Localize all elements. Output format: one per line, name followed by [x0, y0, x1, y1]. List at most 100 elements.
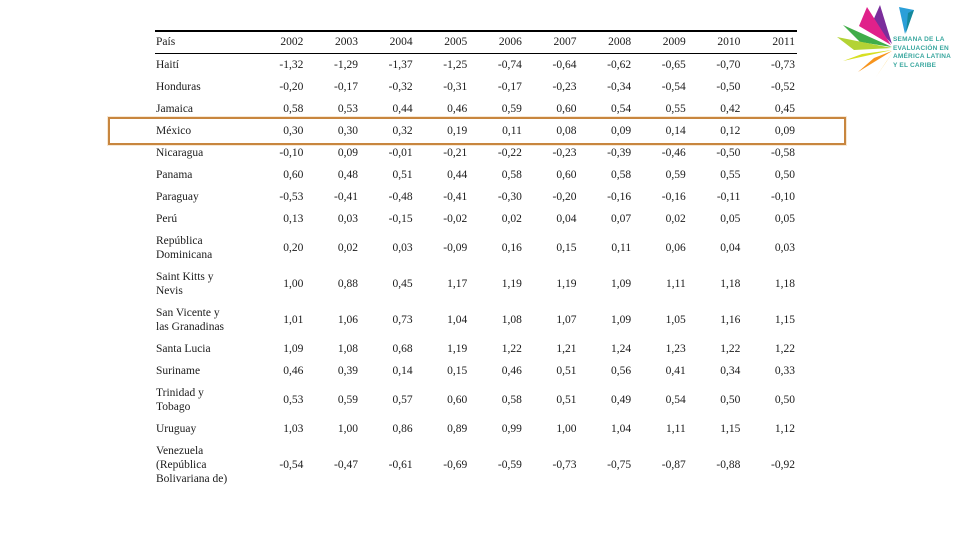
value-cell: -0,64 — [552, 59, 577, 71]
country-cell: San Vicente y las Granadinas — [156, 307, 225, 333]
logo-pinwheel-icon — [837, 5, 914, 77]
table-row: República Dominicana 0,20 0,02 0,03 -0,09 0,1… — [155, 230, 797, 266]
value-cell: 0,60 — [556, 103, 577, 115]
value-cell: 1,00 — [283, 278, 304, 290]
table-row: Panama 0,60 0,48 0,51 0,44 0,58 0,60 0,58 0,59 0,… — [155, 164, 797, 186]
value-cell: -0,88 — [716, 459, 741, 471]
value-cell: -1,37 — [388, 59, 413, 71]
value-cell: 0,34 — [720, 365, 741, 377]
value-cell: -0,21 — [443, 147, 468, 159]
column-header-year: 2007 — [523, 30, 579, 54]
value-cell: 1,09 — [610, 278, 632, 290]
table-row: Haití -1,32 -1,29 -1,37 -1,25 -0,74 -0,64 -0,62… — [155, 54, 797, 77]
value-cell: -0,16 — [661, 191, 686, 203]
value-cell: 0,16 — [501, 242, 522, 254]
value-cell: 0,56 — [610, 365, 632, 377]
value-cell: 1,08 — [501, 314, 522, 326]
value-cell: -0,70 — [716, 59, 741, 71]
column-header-year: 2009 — [633, 30, 688, 54]
value-cell: 1,18 — [720, 278, 741, 290]
value-cell: -0,10 — [279, 147, 304, 159]
value-cell: -0,31 — [443, 81, 468, 93]
table-row: Uruguay 1,03 1,00 0,86 0,89 0,99 1,00 1,04 1,11 1… — [155, 418, 797, 440]
column-header-year: 2005 — [414, 30, 470, 54]
value-cell: 1,16 — [720, 314, 741, 326]
table-row: Perú 0,13 0,03 -0,15 -0,02 0,02 0,04 0,07 0,02 0,… — [155, 208, 797, 230]
value-cell: 1,07 — [556, 314, 577, 326]
country-cell: Trinidad y Tobago — [156, 387, 204, 413]
value-cell: -0,01 — [388, 147, 413, 159]
value-cell: 0,73 — [392, 314, 413, 326]
value-cell: 0,09 — [774, 125, 795, 137]
value-cell: 0,46 — [447, 103, 468, 115]
value-cell: 0,05 — [720, 213, 741, 225]
value-cell: 0,51 — [556, 365, 577, 377]
value-cell: 0,30 — [337, 125, 358, 137]
value-cell: 1,19 — [501, 278, 522, 290]
value-cell: 0,07 — [610, 213, 632, 225]
value-cell: 0,08 — [556, 125, 577, 137]
value-cell: 0,50 — [720, 394, 741, 406]
value-cell: 0,50 — [774, 394, 795, 406]
value-cell: 0,13 — [283, 213, 304, 225]
table-row: Nicaragua -0,10 0,09 -0,01 -0,21 -0,22 -0,23 -0… — [155, 142, 797, 164]
value-cell: 0,30 — [283, 125, 304, 137]
value-cell: 1,22 — [774, 343, 795, 355]
value-cell: -0,73 — [552, 459, 577, 471]
value-cell: 0,49 — [610, 394, 632, 406]
value-cell: -0,23 — [552, 81, 577, 93]
column-header-country: País — [155, 30, 238, 54]
value-cell: 1,09 — [610, 314, 632, 326]
value-cell: 1,04 — [610, 423, 632, 435]
value-cell: 0,03 — [392, 242, 413, 254]
country-year-table: País 2002 2003 2004 2005 2006 2007 2008 2009 201… — [155, 30, 797, 490]
value-cell: -0,20 — [552, 191, 577, 203]
value-cell: -0,30 — [497, 191, 522, 203]
logo-text-line: Y EL CARIBE — [893, 61, 937, 69]
value-cell: 1,11 — [666, 423, 686, 435]
value-cell: 0,53 — [283, 394, 304, 406]
value-cell: 0,02 — [337, 242, 358, 254]
value-cell: 1,03 — [283, 423, 304, 435]
value-cell: 0,20 — [283, 242, 304, 254]
logo-text-line: SEMANA DE LA — [893, 36, 945, 43]
value-cell: 0,44 — [447, 169, 468, 181]
value-cell: -1,32 — [279, 59, 304, 71]
column-header-year: 2008 — [578, 30, 634, 54]
value-cell: 0,33 — [774, 365, 795, 377]
value-cell: 0,60 — [556, 169, 577, 181]
table-row: Paraguay -0,53 -0,41 -0,48 -0,41 -0,30 -0,20 -0… — [155, 186, 797, 208]
value-cell: 0,46 — [501, 365, 522, 377]
value-cell: -0,23 — [552, 147, 577, 159]
value-cell: -0,41 — [334, 191, 358, 203]
value-cell: 0,15 — [556, 242, 577, 254]
value-cell: 0,53 — [337, 103, 358, 115]
value-cell: 0,14 — [392, 365, 413, 377]
value-cell: 0,58 — [610, 169, 632, 181]
value-cell: -0,74 — [497, 59, 522, 71]
table-row: San Vicente y las Granadinas 1,01 1,06 0,73… — [155, 302, 797, 338]
header-row: País 2002 2003 2004 2005 2006 2007 2008 2009 201… — [155, 30, 797, 54]
value-cell: 1,12 — [774, 423, 795, 435]
value-cell: -0,54 — [661, 81, 686, 93]
value-cell: 1,00 — [337, 423, 358, 435]
value-cell: 0,54 — [610, 103, 632, 115]
value-cell: 1,09 — [283, 343, 304, 355]
country-cell: Honduras — [156, 81, 201, 93]
value-cell: 0,68 — [392, 343, 413, 355]
column-header-year: 2002 — [237, 30, 306, 54]
country-cell: República Dominicana — [156, 235, 213, 261]
value-cell: 1,18 — [774, 278, 795, 290]
value-cell: -0,54 — [279, 459, 304, 471]
value-cell: 0,48 — [337, 169, 358, 181]
country-cell: Saint Kitts y Nevis — [156, 271, 214, 297]
value-cell: 0,60 — [283, 169, 304, 181]
value-cell: -0,59 — [497, 459, 522, 471]
value-cell: 0,45 — [392, 278, 413, 290]
country-cell: Santa Lucia — [156, 343, 211, 355]
value-cell: 0,09 — [610, 125, 632, 137]
country-cell: Suriname — [156, 365, 201, 377]
value-cell: 1,05 — [665, 314, 686, 326]
value-cell: -0,46 — [661, 147, 686, 159]
value-cell: 1,08 — [337, 343, 358, 355]
